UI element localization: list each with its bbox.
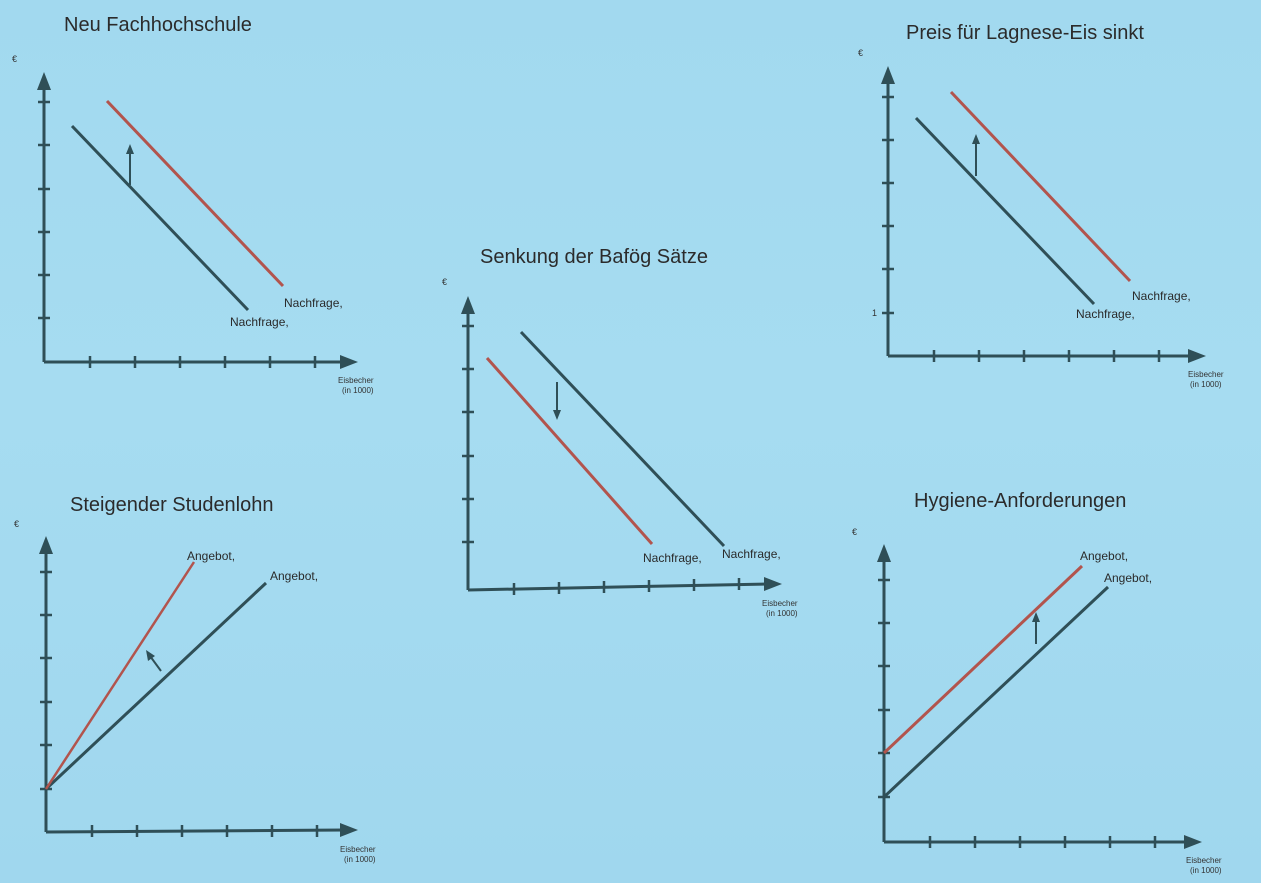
shift-arrow-head	[146, 650, 155, 661]
x-axis-label-line1: Eisbecher	[338, 376, 374, 385]
shift-arrow-head	[1032, 612, 1040, 622]
x-ticks	[90, 825, 319, 837]
y-axis-label: €	[14, 519, 19, 529]
x-ticks	[88, 356, 317, 368]
shift-arrow	[149, 655, 162, 672]
x-axis	[45, 828, 346, 834]
shift-arrow-head	[126, 144, 134, 154]
y-axis-label: €	[12, 54, 17, 64]
curve-label-2: Angebot,	[1080, 549, 1128, 563]
x-axis-label-line1: Eisbecher	[762, 599, 798, 608]
y-axis-arrow	[39, 536, 53, 554]
panel-title-hygiene-anforderungen: Hygiene-Anforderungen	[914, 490, 1127, 512]
x-axis-arrow	[764, 577, 782, 591]
demand-curve-2	[485, 357, 654, 545]
y-axis-arrow	[461, 296, 475, 314]
panel-title-senkung-bafoeg: Senkung der Bafög Sätze	[480, 246, 708, 268]
x-ticks	[932, 350, 1161, 362]
x-axis	[467, 582, 769, 592]
x-ticks	[512, 578, 741, 595]
x-axis-label-line2: (in 1000)	[1190, 866, 1222, 875]
x-axis-label-line1: Eisbecher	[340, 845, 376, 854]
y-axis-arrow	[881, 66, 895, 84]
curve-label-1: Nachfrage,	[230, 315, 289, 329]
x-axis-label-line2: (in 1000)	[766, 609, 798, 618]
shift-arrow-head	[553, 410, 561, 420]
y-axis-label: €	[858, 48, 863, 58]
curve-label-1: Nachfrage,	[1076, 307, 1135, 321]
demand-curve-1	[914, 116, 1096, 306]
curve-label-2: Nachfrage,	[284, 296, 343, 310]
y-axis-label: €	[442, 277, 447, 287]
x-axis-arrow	[340, 823, 358, 837]
curve-label-2: Nachfrage,	[1132, 289, 1191, 303]
y-ticks	[462, 324, 474, 544]
demand-curve-1	[519, 330, 726, 548]
demand-curve-2	[949, 90, 1132, 283]
panel-title-neu-fachhochschule: Neu Fachhochschule	[64, 14, 252, 36]
y-axis-label: €	[852, 527, 857, 537]
curve-label-2: Angebot,	[187, 549, 235, 563]
x-axis-label-line2: (in 1000)	[1190, 380, 1222, 389]
demand-curve-2	[105, 99, 285, 288]
y-ticks	[882, 95, 894, 315]
supply-curve-2	[882, 564, 1084, 755]
curve-label-1: Angebot,	[270, 569, 318, 583]
y-tick-label: 1	[872, 308, 877, 318]
x-axis-arrow	[1188, 349, 1206, 363]
panel-title-preis-lagnese: Preis für Lagnese-Eis sinkt	[906, 22, 1144, 44]
y-axis-arrow	[37, 72, 51, 90]
x-axis-label-line2: (in 1000)	[344, 855, 376, 864]
x-axis-label-line1: Eisbecher	[1188, 370, 1224, 379]
x-axis-arrow	[340, 355, 358, 369]
y-ticks	[38, 100, 50, 320]
curve-label-1: Angebot,	[1104, 571, 1152, 585]
supply-curve-2	[44, 561, 196, 790]
demand-curve-1	[70, 124, 250, 312]
x-axis-arrow	[1184, 835, 1202, 849]
x-ticks	[928, 836, 1157, 848]
y-ticks	[40, 570, 52, 791]
curve-label-1: Nachfrage,	[722, 547, 781, 561]
y-axis-arrow	[877, 544, 891, 562]
supply-curve-1	[44, 581, 268, 791]
shift-arrow-head	[972, 134, 980, 144]
supply-curve-1	[882, 585, 1110, 799]
x-axis-label-line1: Eisbecher	[1186, 856, 1222, 865]
curve-label-2: Nachfrage,	[643, 551, 702, 565]
panel-title-steigender-studenlohn: Steigender Studenlohn	[70, 494, 274, 516]
x-axis-label-line2: (in 1000)	[342, 386, 374, 395]
